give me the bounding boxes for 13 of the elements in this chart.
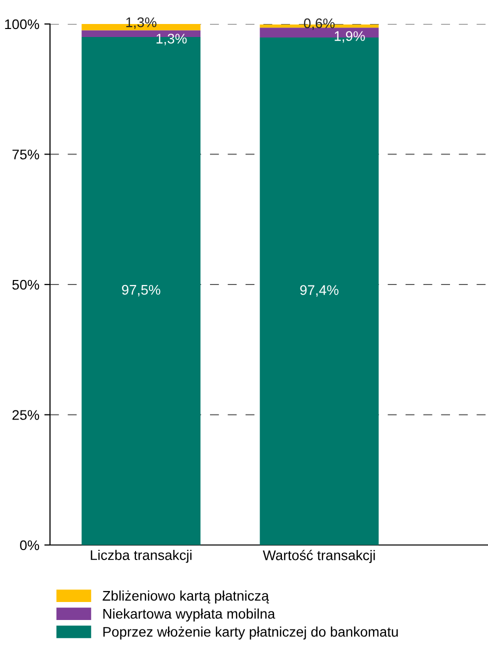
x-tick-label: Wartość transakcji [262,550,375,563]
legend-label: Poprzez włożenie karty płatniczej do bankomatu [103,626,398,640]
data-label: 97,5% [122,284,160,296]
y-tick-label: 50% [12,280,40,290]
data-label: 97,4% [300,285,338,297]
y-tick-label: 0% [20,540,40,550]
y-tick-label: 75% [12,150,40,160]
y-tick-label: 100% [5,19,40,30]
legend-label: Zbliżeniowo kartą płatniczą [102,590,270,604]
legend-label: Niekartowa wypłata mobilna [103,608,276,622]
x-tick-label: Liczba transakcji [90,550,192,563]
data-label: 1,3% [156,34,187,46]
y-tick-label: 25% [12,410,40,420]
